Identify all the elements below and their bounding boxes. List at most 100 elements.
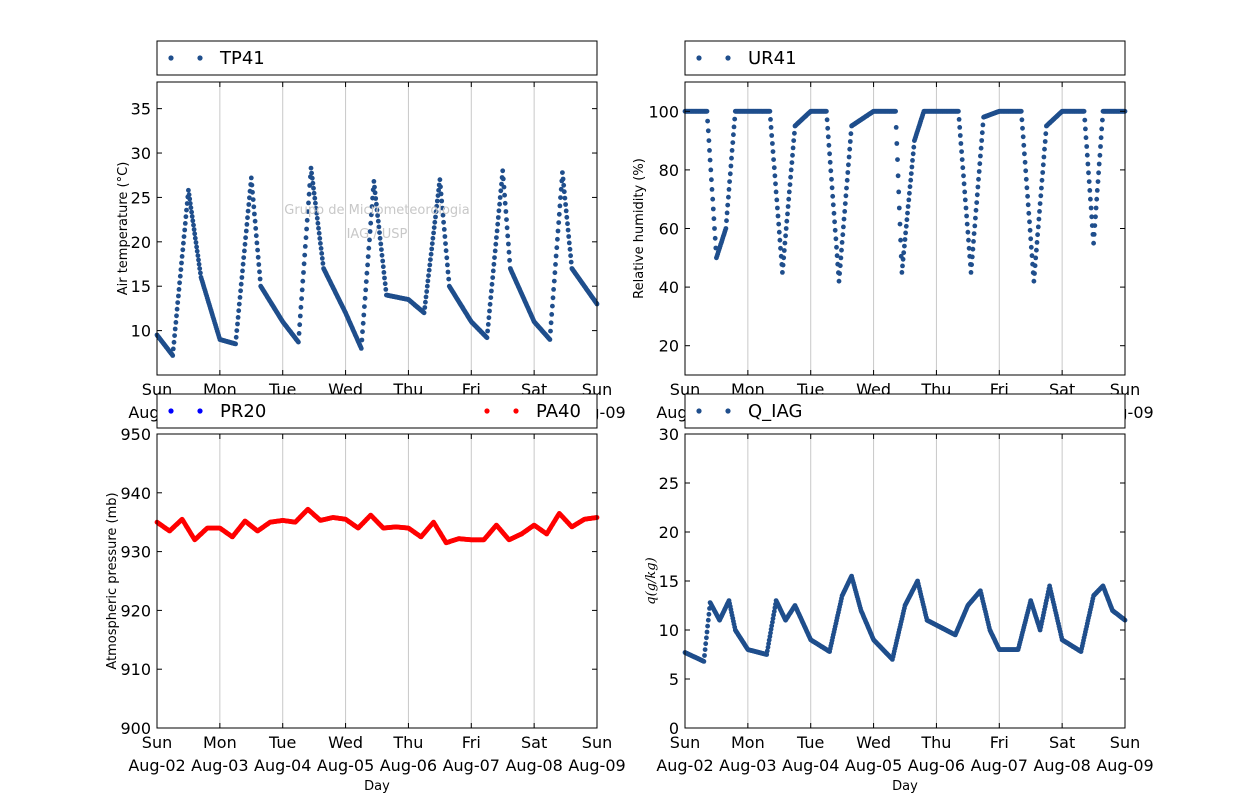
legend-marker: [725, 408, 731, 414]
data-point-tp41: [191, 222, 196, 228]
data-point-tp41: [194, 244, 200, 250]
y-tick-label: 920: [120, 601, 151, 620]
data-point-ur41: [1037, 201, 1043, 207]
data-point-tp41: [314, 210, 320, 216]
data-point-ur41: [846, 154, 852, 160]
data-point-tp41: [179, 260, 184, 266]
data-point-tp41: [437, 177, 443, 183]
data-point-tp41: [554, 245, 560, 251]
data-point-ur41: [712, 235, 718, 241]
data-point-ur41: [769, 133, 775, 138]
data-point-ur41: [1096, 161, 1102, 167]
data-point-q_iag: [766, 641, 771, 647]
legend-marker: [484, 408, 490, 414]
data-point-tp41: [247, 195, 252, 201]
data-point-ur41: [708, 167, 714, 173]
data-point-tp41: [313, 205, 319, 211]
x-tick-date: Aug-06: [380, 756, 437, 775]
data-point-ur41: [1098, 144, 1103, 149]
data-point-ur41: [838, 255, 844, 261]
data-point-tp41: [304, 226, 309, 232]
data-point-tp41: [556, 220, 562, 226]
data-point-ur41: [780, 270, 785, 275]
data-point-ur41: [1039, 185, 1044, 191]
data-point-tp41: [558, 195, 563, 201]
data-point-ur41: [826, 142, 832, 148]
x-tick-date: Aug-09: [568, 756, 625, 775]
data-point-ur41: [839, 240, 845, 245]
data-point-tp41: [443, 241, 448, 247]
data-point-tp41: [365, 262, 370, 268]
data-point-tp41: [299, 296, 304, 301]
data-point-tp41: [246, 202, 252, 207]
data-point-ur41: [902, 243, 907, 249]
data-point-tp41: [550, 303, 555, 309]
data-point-ur41: [845, 170, 851, 175]
data-point-q_iag: [769, 623, 775, 629]
data-point-ur41: [731, 132, 736, 138]
data-point-ur41: [1033, 255, 1039, 261]
data-point-ur41: [974, 192, 980, 198]
data-point-tp41: [181, 240, 186, 246]
data-point-ur41: [790, 145, 796, 151]
data-point-ur41: [910, 158, 915, 163]
data-point-tp41: [301, 261, 307, 267]
data-point-ur41: [903, 230, 908, 236]
data-point-tp41: [177, 280, 183, 286]
data-point-tp41: [446, 276, 452, 282]
data-point-tp41: [431, 225, 437, 231]
data-point-q_iag: [766, 637, 772, 643]
data-point-ur41: [894, 141, 900, 146]
data-point-tp41: [192, 235, 198, 241]
data-point-tp41: [196, 257, 201, 263]
data-point-ur41: [966, 245, 972, 251]
y-axis-label: Relative humidity (%): [632, 158, 647, 299]
data-point-ur41: [1018, 108, 1024, 114]
data-point-tp41: [243, 235, 249, 241]
data-point-ur41: [896, 205, 902, 211]
data-point-ur41: [705, 128, 711, 134]
data-point-q_iag: [764, 652, 770, 657]
data-point-tp41: [178, 267, 184, 272]
y-tick-label: 5: [669, 670, 679, 689]
data-point-ur41: [893, 125, 899, 130]
data-point-ur41: [901, 250, 907, 256]
data-point-ur41: [979, 130, 985, 136]
data-point-tp41: [188, 205, 194, 211]
x-tick-date: Aug-08: [1033, 756, 1090, 775]
data-point-tp41: [187, 201, 193, 206]
legend-marker: [696, 408, 702, 414]
legend-marker: [197, 55, 203, 61]
data-point-tp41: [239, 275, 245, 280]
data-point-tp41: [383, 287, 389, 292]
data-point-ur41: [844, 185, 849, 191]
legend-marker: [513, 408, 519, 414]
data-point-ur41: [724, 218, 729, 224]
data-point-tp41: [506, 241, 511, 247]
data-point-ur41: [712, 226, 717, 231]
legend-overlay-pressure: PR20 PA40: [156, 393, 598, 429]
legend-label: TP41: [219, 48, 265, 69]
data-point-tp41: [360, 329, 365, 335]
data-point-ur41: [836, 278, 842, 284]
legend-box: [684, 40, 1126, 76]
data-point-ur41: [898, 237, 903, 243]
data-point-ur41: [773, 189, 779, 195]
data-point-ur41: [908, 171, 914, 177]
data-point-ur41: [704, 108, 710, 114]
data-point-ur41: [974, 200, 980, 206]
data-point-ur41: [896, 189, 902, 195]
data-point-tp41: [373, 196, 379, 201]
y-tick-label: 30: [659, 425, 679, 444]
data-point-tp41: [362, 295, 368, 301]
data-point-tp41: [299, 287, 305, 293]
data-point-tp41: [376, 224, 382, 230]
data-point-tp41: [308, 165, 314, 171]
data-point-ur41: [1026, 210, 1032, 216]
watermark-line-2: IAG / USP: [347, 227, 408, 242]
data-point-ur41: [788, 174, 793, 180]
data-point-tp41: [560, 170, 565, 176]
data-point-ur41: [832, 219, 837, 225]
data-point-tp41: [547, 337, 553, 342]
y-tick-label: 60: [659, 220, 679, 239]
